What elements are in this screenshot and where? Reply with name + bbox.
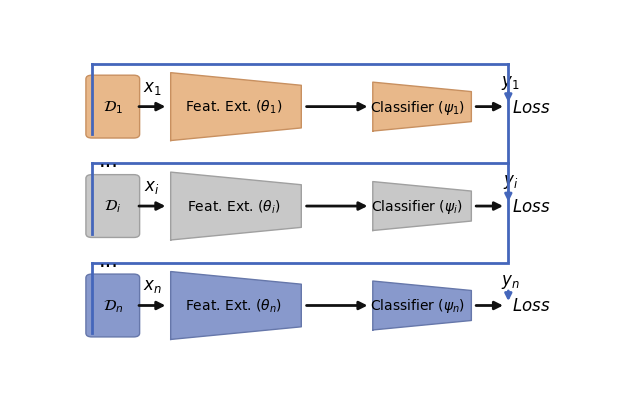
Text: $y_n$: $y_n$: [501, 272, 520, 290]
Polygon shape: [170, 74, 301, 141]
Text: Feat. Ext. ($\theta_1$): Feat. Ext. ($\theta_1$): [185, 99, 282, 116]
Text: $\mathcal{D}_i$: $\mathcal{D}_i$: [104, 198, 121, 215]
Text: $\boldsymbol{x_n}$: $\boldsymbol{x_n}$: [142, 277, 162, 295]
Text: $\it{Loss}$: $\it{Loss}$: [512, 297, 550, 315]
Text: $\boldsymbol{x_1}$: $\boldsymbol{x_1}$: [143, 79, 162, 97]
Text: $\mathcal{D}_1$: $\mathcal{D}_1$: [103, 99, 123, 116]
Text: $\it{Loss}$: $\it{Loss}$: [512, 98, 550, 116]
Polygon shape: [170, 173, 301, 240]
Text: $\mathcal{D}_n$: $\mathcal{D}_n$: [102, 297, 123, 314]
Polygon shape: [170, 272, 301, 339]
FancyBboxPatch shape: [86, 175, 140, 238]
FancyBboxPatch shape: [86, 274, 140, 337]
Text: ...: ...: [99, 250, 119, 270]
Polygon shape: [373, 281, 471, 330]
Text: Classifier ($\psi_1$): Classifier ($\psi_1$): [370, 98, 465, 116]
FancyBboxPatch shape: [86, 76, 140, 139]
Text: Feat. Ext. ($\theta_n$): Feat. Ext. ($\theta_n$): [185, 297, 282, 315]
Text: Classifier ($\psi_n$): Classifier ($\psi_n$): [370, 297, 465, 315]
Text: $\boldsymbol{x_i}$: $\boldsymbol{x_i}$: [144, 178, 160, 196]
Polygon shape: [373, 182, 471, 231]
Text: $y_1$: $y_1$: [501, 74, 520, 92]
Text: $y_i$: $y_i$: [503, 173, 518, 191]
Text: ...: ...: [99, 151, 119, 171]
Text: Feat. Ext. ($\theta_i$): Feat. Ext. ($\theta_i$): [186, 198, 280, 215]
Polygon shape: [373, 83, 471, 132]
Text: $\it{Loss}$: $\it{Loss}$: [512, 198, 550, 216]
Text: Classifier ($\psi_i$): Classifier ($\psi_i$): [371, 198, 463, 216]
